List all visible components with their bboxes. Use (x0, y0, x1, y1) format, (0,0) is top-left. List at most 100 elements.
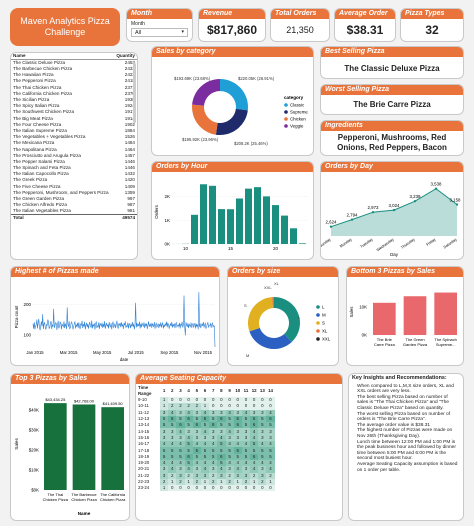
hour-bar (299, 243, 306, 244)
heatmap-cell: 5 (160, 453, 169, 460)
col-quantity-header[interactable]: Quantity (112, 53, 137, 60)
table-row[interactable]: The Barbecue Chicken Pizza 2432 (11, 66, 137, 72)
heatmap-cell: 0 (217, 485, 226, 492)
heatmap-cell: 5 (184, 459, 193, 467)
hour-bar (254, 187, 261, 244)
table-row[interactable]: The Chicken Alfredo Pizza 987 (11, 202, 137, 208)
table-row[interactable]: The Big Meat Pizza 1914 (11, 116, 137, 122)
bottom-x-tick: The Brie (377, 337, 393, 342)
table-row[interactable]: The Greek Pizza 1420 (11, 177, 137, 183)
heatmap-cell: 4 (266, 459, 275, 467)
table-row[interactable]: The Italian Capocollo Pizza 1432 (11, 171, 137, 177)
heatmap-cell: 0 (192, 485, 201, 492)
top-data-label: $42,768.00 (74, 398, 95, 403)
bottom-y-tick: 0K (362, 333, 367, 338)
table-row[interactable]: The Four Cheese Pizza 1902 (11, 122, 137, 128)
heatmap-cell: 0 (184, 485, 193, 492)
heatmap-cell: 5 (217, 422, 226, 429)
table-row[interactable]: The Mexicana Pizza 1484 (11, 140, 137, 146)
top-data-label: $41,409.50 (103, 401, 124, 406)
pizza-name-cell: The Napolitana Pizza (13, 146, 57, 152)
seating-capacity-heatmap: Time Range 1 2 3 4 5 6 7 8 9 10 11 12 13 14 9-10 1 0 0 0 0 0 0… (138, 385, 275, 492)
day-data-label: 3,024 (389, 203, 401, 208)
heatmap-cell: 3 (209, 466, 218, 473)
heatmap-cell: 3 (192, 472, 201, 479)
pizza-name-cell: The Big Meat Pizza (13, 115, 53, 121)
heatmap-cell: 3 (217, 472, 226, 479)
daily-x-tick: Nov 2015 (194, 350, 213, 355)
table-row[interactable]: The Vegetables + Vegetables Pizza 1526 (11, 134, 137, 140)
heatmap-cell: 0 (266, 397, 275, 404)
heatmap-cell: 3 (258, 472, 267, 479)
heatmap-row-label: 23-24 (138, 485, 150, 491)
heatmap-cell: 3 (160, 466, 169, 473)
table-row[interactable]: The Prosciutto and Arugula Pizza 1457 (11, 153, 137, 159)
pizza-quantity-cell: 1464 (124, 146, 135, 152)
table-row[interactable]: The Hawaiian Pizza 2422 (11, 72, 137, 78)
kpi-revenue-label: Revenue (199, 9, 265, 19)
heatmap-cell: 6 (192, 422, 201, 429)
dashboard-title: Maven Analytics Pizza Challenge (10, 8, 120, 46)
heatmap-cell: 0 (233, 485, 242, 492)
heatmap-cell: 3 (258, 466, 267, 473)
heatmap-cell: 4 (217, 466, 226, 473)
pizza-quantity-cell: 1526 (124, 134, 135, 140)
table-row[interactable]: The Sicilian Pizza 1938 (11, 97, 137, 103)
heatmap-cell: 3 (258, 434, 267, 442)
insight-item: The average order value is $38.31 (357, 423, 460, 429)
heatmap-cell: 2 (168, 403, 177, 410)
table-row[interactable]: The Five Cheese Pizza 1409 (11, 184, 137, 190)
heatmap-cell: 3 (192, 466, 201, 473)
heatmap-cell: 1 (184, 478, 193, 486)
table-row[interactable]: The Spinach and Feta Pizza 1446 (11, 165, 137, 171)
top-y-axis-label: Sales (14, 438, 19, 450)
pizza-name-cell: The Vegetables + Vegetables Pizza (13, 134, 86, 140)
table-row[interactable]: The California Chicken Pizza 2370 (11, 91, 137, 97)
heatmap-cell: 3 (241, 434, 251, 442)
sales-by-category-header: Sales by category (152, 47, 313, 57)
table-row[interactable]: The Green Garden Pizza 997 (11, 196, 137, 202)
top-bar (44, 403, 67, 490)
month-select[interactable]: All ▾ (131, 28, 188, 37)
heatmap-cell: 0 (241, 485, 251, 492)
pizzas-made-card: Highest # of Pizzas made 100 200 Pizza cou… (10, 266, 220, 366)
table-row[interactable]: The Italian Vegetables Pizza 981 (11, 208, 137, 215)
hour-bar (245, 188, 252, 244)
table-row[interactable]: The Napolitana Pizza 1464 (11, 146, 137, 152)
category-data-label: $208.2K (25.46%) (234, 141, 268, 146)
table-row[interactable]: The Pepperoni, Mushroom, and Peppers Piz… (11, 190, 137, 196)
heatmap-row-label: 16-17 (138, 441, 150, 447)
orders-by-day-card: Orders by Day 2,624 Sunday 2,794 Monday 2,97… (320, 161, 464, 260)
table-row[interactable]: The Southwest Chicken Pizza 1917 (11, 109, 137, 115)
heatmap-cell: 6 (266, 415, 275, 423)
table-scrollbar[interactable] (133, 63, 136, 123)
hour-bar (281, 215, 288, 244)
hour-bar (191, 214, 198, 244)
day-x-tick: Tuesday (359, 237, 373, 249)
heatmap-cell: 4 (200, 459, 210, 467)
legend-label-supreme: Supreme (290, 110, 308, 115)
bottom-3-card: Bottom 3 Pizzas by Sales 0K 10K Sales The B… (346, 266, 464, 366)
pizza-quantity-cell: 1924 (124, 103, 135, 109)
heatmap-cell: 0 (225, 403, 234, 410)
pizza-quantity-cell: 2418 (124, 78, 135, 84)
bottom-x-tick: Carre Pizza (374, 342, 396, 347)
heatmap-cell: 1 (266, 478, 275, 486)
heatmap-cell: 5 (200, 422, 210, 429)
table-row[interactable]: The Pepper Salami Pizza 1446 (11, 159, 137, 165)
heatmap-cell: 4 (168, 459, 177, 467)
table-row[interactable]: The Pepperoni Pizza 2418 (11, 78, 137, 84)
table-row[interactable]: The Thai Chicken Pizza 2371 (11, 85, 137, 91)
top-3-card: Top 3 Pizzas by Sales $0K $10K $20K $30K $40… (10, 373, 130, 521)
insight-item: The worst selling Pizza based on number … (357, 412, 460, 423)
table-row[interactable]: The Classic Deluxe Pizza 2453 (11, 60, 137, 67)
size-legend-label: XXL (322, 337, 331, 342)
top-x-tick: The Thai (47, 492, 63, 497)
insights-card: Key Insights and Recommendations: When c… (348, 373, 464, 521)
table-row[interactable]: The Spicy Italian Pizza 1924 (11, 103, 137, 109)
table-row[interactable]: The Italian Supreme Pizza 1884 (11, 128, 137, 134)
pizza-quantity-cell: 1484 (124, 140, 135, 146)
col-name-header[interactable]: Name (11, 53, 113, 60)
pizza-name-cell: The Prosciutto and Arugula Pizza (13, 152, 81, 158)
heatmap-cell: 4 (200, 428, 210, 435)
